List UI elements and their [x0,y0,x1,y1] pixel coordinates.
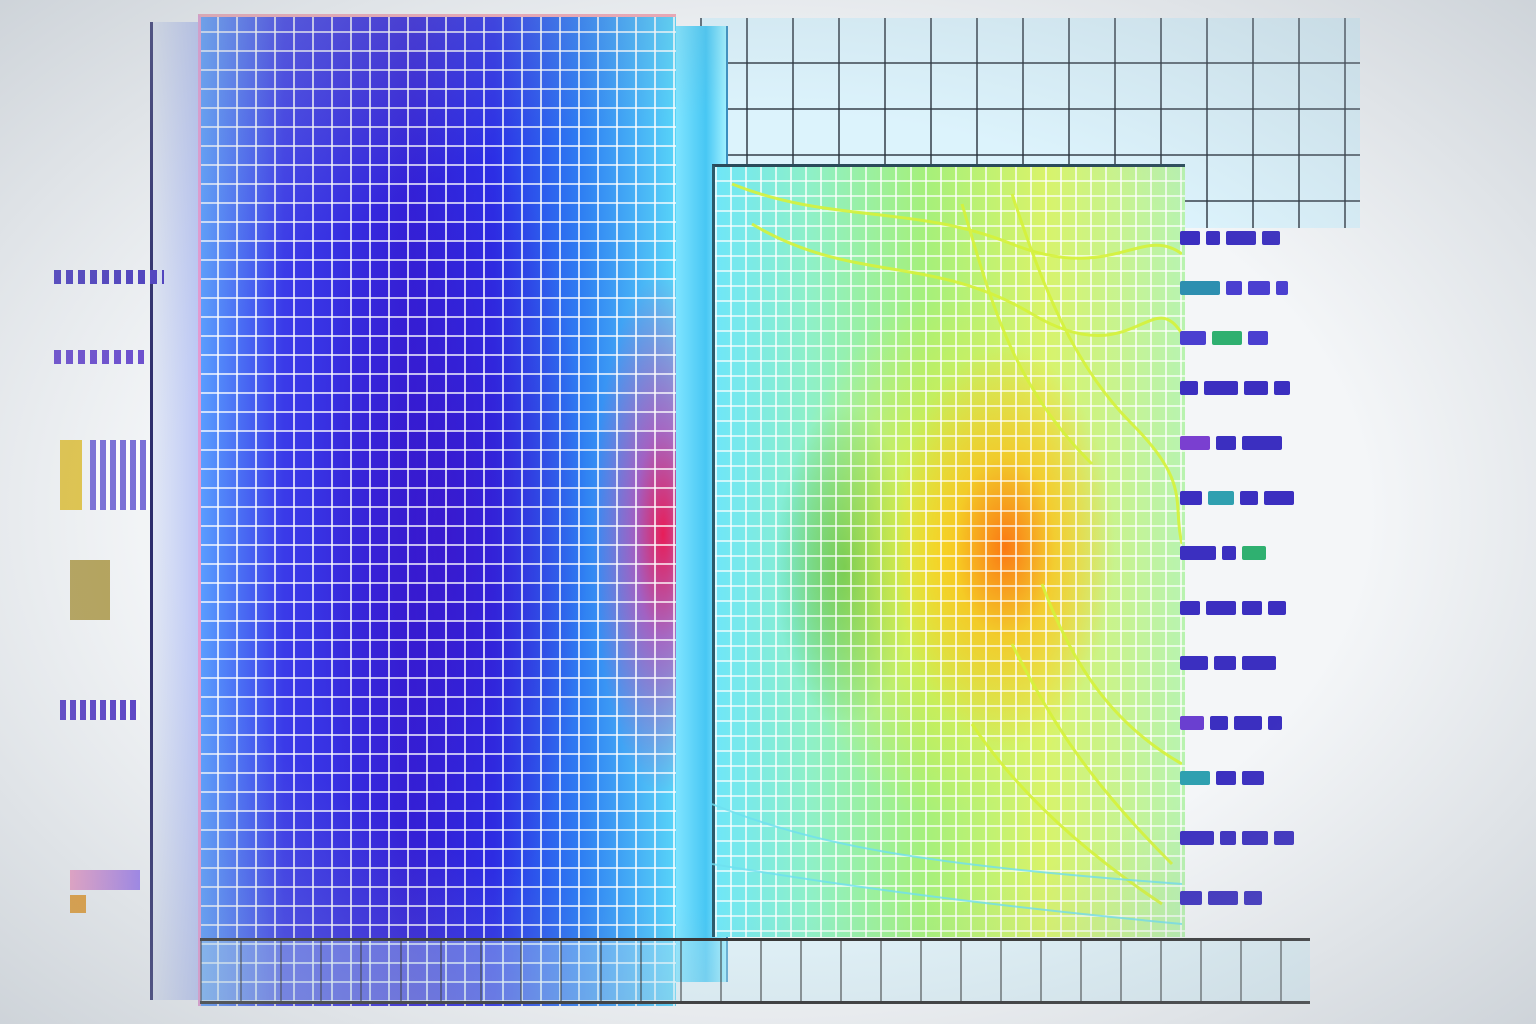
fragment-stripes [90,440,150,510]
glyph-row [1180,715,1282,731]
fragment-glyphs-1 [54,270,164,284]
left-fragments [20,260,164,940]
fragment-yellow [60,440,82,510]
glyph-row [1180,230,1280,246]
glyph-row [1180,545,1266,561]
glyph-noise-area [1180,210,1500,930]
fragment-glyphs-2 [54,350,144,364]
glyph-row [1180,330,1268,346]
glyph-row [1180,655,1276,671]
glyph-row [1180,380,1290,396]
glyph-row [1180,490,1294,506]
blue-panel-border [198,14,676,1006]
glyph-row [1180,890,1262,906]
left-frame [150,22,201,1000]
glyph-row [1180,435,1282,451]
fragment-olive [70,560,110,620]
bottom-rail [200,938,1310,1004]
glyph-row [1180,280,1288,296]
glyph-row [1180,770,1264,786]
fragment-orange [70,895,86,913]
glyph-row [1180,830,1294,846]
glyph-row [1180,600,1286,616]
green-grid-panel [712,164,1185,937]
mesh-wave-lines [712,182,1182,925]
green-grid-lines [715,167,1185,937]
fragment-pink [70,870,140,890]
blue-grid-lines [198,14,676,1006]
fragment-bars [60,700,140,720]
blue-grid-panel [198,14,676,1006]
